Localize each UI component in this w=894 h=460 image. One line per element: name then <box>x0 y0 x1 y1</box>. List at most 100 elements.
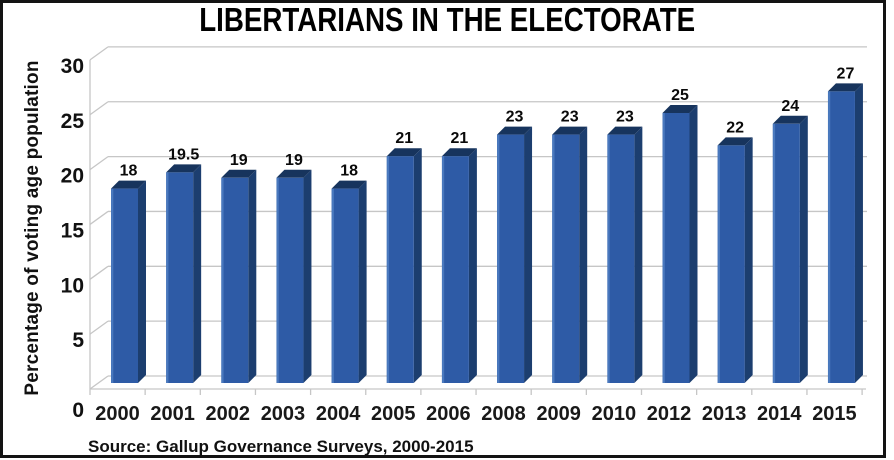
x-category-label: 2002 <box>206 403 251 425</box>
bar-front-face <box>441 156 469 383</box>
bar-side-face <box>579 126 588 383</box>
gridline-connector <box>89 265 109 280</box>
bar-side-face <box>744 137 753 383</box>
x-category-label: 2013 <box>702 403 747 425</box>
bar-2006 <box>441 148 477 383</box>
bar-2008 <box>497 126 533 383</box>
gridline-connector <box>89 375 109 390</box>
x-category-label: 2012 <box>647 403 692 425</box>
bar-front-face <box>276 177 304 383</box>
source-note: Source: Gallup Governance Surveys, 2000-… <box>88 437 474 456</box>
bar-front-face <box>111 188 138 383</box>
bar-top-face <box>276 169 312 178</box>
bar-top-face <box>386 148 422 157</box>
bar-top-face <box>772 115 808 124</box>
bar-front-face <box>166 172 194 383</box>
bar-value-label: 23 <box>561 109 579 126</box>
x-category-label: 2004 <box>316 403 361 425</box>
bar-2015 <box>827 83 863 384</box>
gridline-connector <box>89 46 109 61</box>
bar-side-face <box>248 169 257 383</box>
y-tick-label: 5 <box>72 329 84 352</box>
bar-front-face <box>497 134 525 383</box>
gridline-connector <box>89 101 109 116</box>
y-tick-label: 10 <box>61 274 84 297</box>
bar-value-label: 21 <box>395 130 413 147</box>
bar-top-face <box>827 83 863 92</box>
bar-2013 <box>717 137 753 383</box>
bar-front-face <box>772 123 800 384</box>
bar-top-face <box>552 126 588 135</box>
gridline-connector <box>89 156 109 171</box>
bar-side-face <box>799 115 808 384</box>
y-tick-label: 30 <box>61 55 84 78</box>
x-category-label: 2005 <box>371 403 416 425</box>
y-tick-label: 0 <box>72 399 84 422</box>
bar-2003 <box>276 169 312 383</box>
bar-value-label: 18 <box>340 163 358 180</box>
bar-value-label: 27 <box>837 65 855 82</box>
bar-top-face <box>607 126 643 135</box>
bar-2002 <box>221 169 257 383</box>
x-category-label: 2001 <box>150 403 195 425</box>
bar-front-face <box>607 134 635 383</box>
bar-front-face <box>221 177 249 383</box>
x-category-label: 2014 <box>757 403 802 425</box>
bar-front-face <box>552 134 580 383</box>
bar-top-face <box>662 105 698 113</box>
bar-2000 <box>111 180 146 383</box>
bar-2010 <box>607 126 643 383</box>
x-category-label: 2010 <box>592 403 637 425</box>
bar-value-label: 22 <box>726 119 744 136</box>
x-category-label: 2008 <box>481 403 526 425</box>
bar-top-face <box>111 180 146 189</box>
x-category-label: 2009 <box>536 403 581 425</box>
bar-2012 <box>662 105 698 383</box>
bar-side-face <box>138 180 146 383</box>
bar-2005 <box>386 148 422 383</box>
gridline-connector <box>89 210 109 225</box>
gridline-connector <box>89 320 109 335</box>
x-category-label: 2000 <box>95 403 140 425</box>
bar-front-face <box>662 113 690 383</box>
bar-value-label: 19 <box>230 152 248 169</box>
bar-2014 <box>772 115 808 384</box>
bar-top-face <box>331 180 367 189</box>
bar-top-face <box>221 169 257 178</box>
chart-title-text: LIBERTARIANS IN THE ELECTORATE <box>199 1 695 38</box>
bar-side-face <box>358 180 367 383</box>
bar-side-face <box>689 105 698 383</box>
y-tick-label: 20 <box>61 165 84 188</box>
bar-front-face <box>827 91 855 384</box>
bar-top-face <box>497 126 533 135</box>
bar-top-face <box>166 164 202 173</box>
bar-value-label: 18 <box>120 163 138 180</box>
bar-value-label: 19.5 <box>168 146 199 163</box>
bar-2004 <box>331 180 367 383</box>
bar-value-label: 23 <box>506 109 524 126</box>
y-tick-label: 15 <box>61 219 85 242</box>
bar-value-label: 19 <box>285 152 303 169</box>
x-category-label: 2015 <box>812 403 857 425</box>
bar-value-label: 21 <box>451 130 469 147</box>
bar-2001 <box>166 164 202 383</box>
bar-value-label: 25 <box>671 87 689 104</box>
bar-front-face <box>386 156 414 383</box>
bar-side-face <box>303 169 312 383</box>
chart-title: LIBERTARIANS IN THE ELECTORATE <box>0 1 894 39</box>
bar-top-face <box>441 148 477 157</box>
y-tick-label: 25 <box>61 110 85 133</box>
bar-side-face <box>854 83 863 384</box>
x-category-label: 2006 <box>426 403 471 425</box>
bar-side-face <box>634 126 643 383</box>
bar-side-face <box>413 148 422 383</box>
x-category-label: 2003 <box>261 403 306 425</box>
bar-value-label: 23 <box>616 109 634 126</box>
bar-2009 <box>552 126 588 383</box>
bar-side-face <box>468 148 477 383</box>
bar-front-face <box>331 188 359 383</box>
bar-top-face <box>717 137 753 146</box>
bar-side-face <box>193 164 202 383</box>
bar-front-face <box>717 145 745 383</box>
